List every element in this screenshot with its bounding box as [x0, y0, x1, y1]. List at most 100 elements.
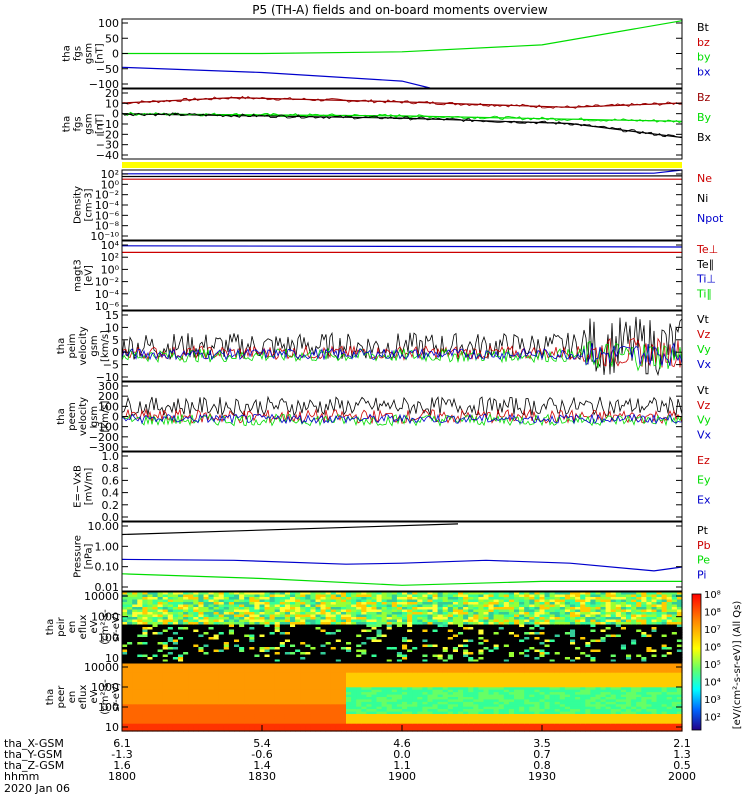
heatmap-cell	[218, 687, 225, 691]
heatmap-cell	[254, 644, 261, 648]
heatmap-cell	[351, 721, 357, 725]
heatmap-cell	[254, 704, 261, 708]
heatmap-cell	[432, 627, 439, 631]
heatmap-cell	[407, 704, 413, 708]
heatmap-cell	[183, 694, 189, 698]
heatmap-cell	[295, 711, 301, 715]
heatmap-cell	[183, 614, 189, 618]
y-tick-label: 10⁻⁸	[95, 220, 120, 233]
heatmap-cell	[600, 624, 607, 628]
heatmap-cell	[356, 637, 362, 641]
heatmap-cell	[284, 728, 291, 732]
heatmap-cell	[193, 667, 199, 671]
heatmap-cell	[493, 629, 500, 633]
heatmap-cell	[137, 689, 143, 693]
heatmap-cell	[631, 594, 637, 598]
heatmap-cell	[223, 714, 230, 717]
heatmap-cell	[376, 709, 383, 713]
heatmap-cell	[142, 642, 149, 646]
heatmap-cell	[554, 659, 561, 663]
heatmap-cell	[447, 642, 454, 646]
heatmap-cell	[295, 726, 301, 730]
heatmap-cell	[137, 652, 143, 656]
heatmap-cell	[223, 672, 230, 676]
heatmap-cell	[300, 694, 306, 698]
heatmap-cell	[305, 644, 311, 648]
heatmap-cell	[259, 612, 266, 616]
heatmap-cell	[244, 723, 250, 727]
heatmap-cell	[122, 714, 128, 717]
heatmap-cell	[249, 667, 255, 671]
heatmap-cell	[371, 634, 378, 638]
heatmap-cell	[676, 604, 683, 608]
heatmap-cell	[259, 647, 266, 651]
heatmap-cell	[142, 622, 149, 626]
heatmap-cell	[259, 716, 266, 720]
heatmap-cell	[503, 647, 510, 651]
heatmap-cell	[310, 718, 317, 722]
heatmap-cell	[142, 647, 149, 651]
heatmap-cell	[447, 622, 454, 626]
heatmap-cell	[549, 622, 556, 626]
heatmap-cell	[422, 714, 429, 717]
heatmap-cell	[315, 654, 322, 658]
heatmap-cell	[127, 706, 133, 710]
heatmap-cell	[371, 624, 378, 628]
heatmap-cell	[539, 654, 546, 658]
heatmap-cell	[234, 609, 240, 613]
heatmap-cell	[427, 629, 434, 633]
heatmap-cell	[340, 687, 347, 691]
heatmap-cell	[167, 682, 174, 686]
heatmap-cell	[488, 632, 495, 636]
heatmap-cell	[320, 614, 327, 618]
heatmap-cell	[412, 677, 418, 681]
heatmap-cell	[356, 609, 362, 613]
heatmap-cell	[340, 677, 347, 681]
heatmap-cell	[351, 622, 357, 626]
heatmap-cell	[142, 602, 149, 606]
heatmap-cell	[228, 723, 235, 727]
heatmap-cell	[122, 675, 128, 679]
heatmap-cell	[223, 592, 230, 596]
heatmap-cell	[193, 607, 199, 611]
heatmap-cell	[234, 716, 240, 720]
heatmap-cell	[407, 728, 413, 732]
heatmap-cell	[529, 594, 535, 598]
heatmap-cell	[218, 682, 225, 686]
heatmap-cell	[590, 597, 597, 601]
heatmap-cell	[396, 714, 403, 717]
heatmap-cell	[264, 699, 271, 703]
heatmap-cell	[183, 604, 189, 608]
heatmap-cell	[208, 594, 215, 598]
y-tick-label: 10⁻⁶	[95, 209, 120, 222]
heatmap-cell	[228, 706, 235, 710]
heatmap-cell	[407, 721, 413, 725]
heatmap-cell	[208, 632, 215, 636]
heatmap-cell	[223, 663, 230, 666]
heatmap-cell	[178, 617, 184, 621]
heatmap-cell	[417, 644, 423, 648]
heatmap-cell	[234, 652, 240, 656]
heatmap-cell	[636, 642, 642, 646]
heatmap-cell	[335, 597, 342, 601]
heatmap-cell	[478, 614, 485, 618]
heatmap-cell	[203, 639, 210, 643]
heatmap-cell	[239, 677, 245, 681]
heatmap-cell	[228, 654, 235, 658]
heatmap-cell	[315, 701, 322, 705]
heatmap-cell	[198, 619, 205, 623]
heatmap-cell	[458, 644, 464, 648]
heatmap-cell	[244, 704, 250, 708]
heatmap-cell	[325, 699, 332, 703]
heatmap-cell	[290, 604, 296, 608]
heatmap-cell	[447, 649, 454, 653]
heatmap-cell	[188, 711, 194, 715]
heatmap-cell	[427, 592, 434, 596]
heatmap-cell	[452, 617, 459, 621]
heatmap-cell	[183, 665, 189, 669]
heatmap-cell	[127, 699, 133, 703]
heatmap-cell	[218, 670, 225, 674]
heatmap-cell	[376, 670, 383, 674]
heatmap-cell	[381, 665, 388, 669]
heatmap-cell	[422, 624, 429, 628]
